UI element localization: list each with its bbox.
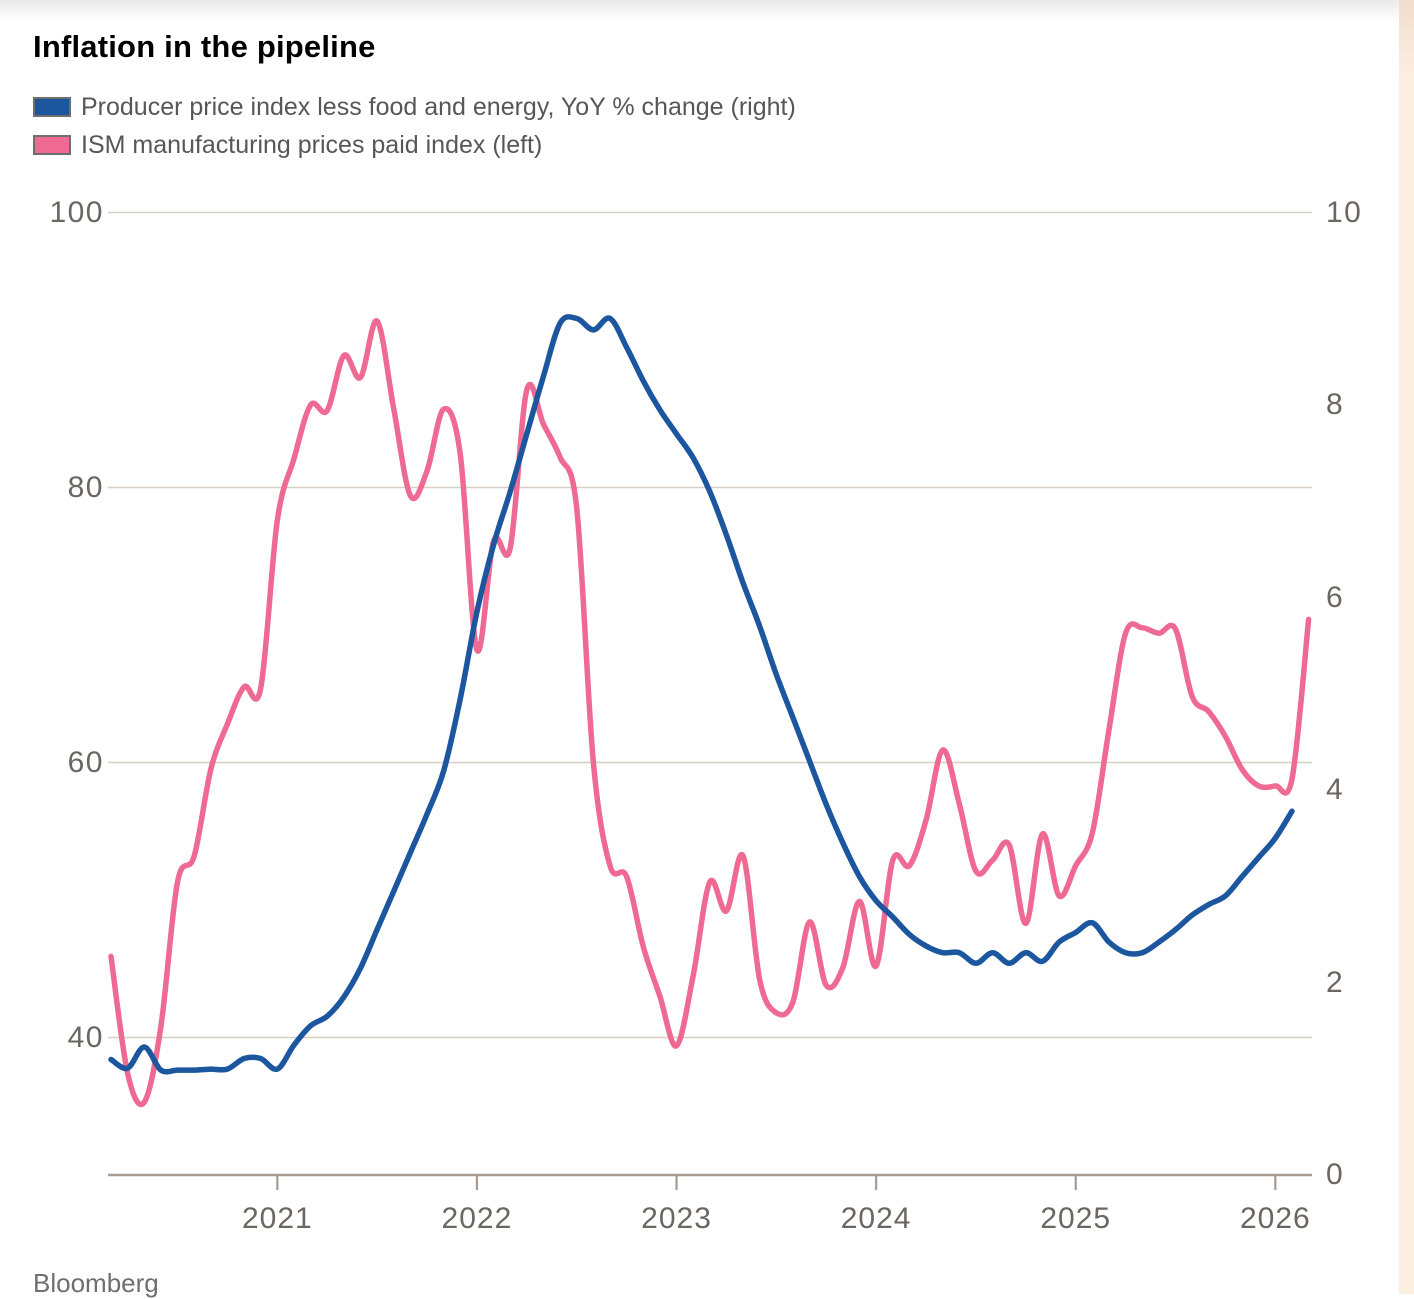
ppi-series-swatch-icon [33, 97, 71, 117]
legend-item-ism: ISM manufacturing prices paid index (lef… [33, 126, 796, 164]
y-axis-right-label-6: 6 [1326, 580, 1345, 614]
chart-title: Inflation in the pipeline [33, 28, 376, 64]
x-axis-label-2026: 2026 [1239, 1202, 1311, 1235]
page-right-margin-band [1399, 0, 1414, 1294]
x-axis-label-2023: 2023 [641, 1202, 712, 1235]
y-axis-right-label-0: 0 [1326, 1158, 1345, 1191]
x-axis-label-2024: 2024 [840, 1202, 912, 1235]
y-axis-left-label-80: 80 [67, 470, 104, 504]
y-axis-left-label-100: 100 [49, 195, 104, 229]
source-attribution: Bloomberg [33, 1268, 159, 1298]
y-axis-right-label-4: 4 [1326, 773, 1345, 806]
legend-label-ism: ISM manufacturing prices paid index (lef… [81, 130, 543, 159]
ism-series-swatch-icon [33, 135, 71, 155]
y-axis-left-label-60: 60 [67, 745, 104, 779]
legend-item-ppi: Producer price index less food and energ… [33, 88, 796, 126]
ism-line [108, 318, 1312, 1108]
y-axis-right-label-2: 2 [1326, 965, 1345, 999]
y-axis-right-label-8: 8 [1326, 388, 1345, 421]
x-axis-label-2025: 2025 [1040, 1202, 1112, 1235]
chart-legend: Producer price index less food and energ… [33, 88, 796, 164]
y-axis-right-label-10: 10 [1326, 195, 1363, 229]
x-axis-label-2022: 2022 [441, 1202, 513, 1235]
y-axis-left-label-40: 40 [67, 1020, 104, 1054]
legend-label-ppi: Producer price index less food and energ… [81, 92, 796, 121]
x-axis-label-2021: 2021 [241, 1202, 313, 1235]
ppi-line [108, 314, 1295, 1075]
